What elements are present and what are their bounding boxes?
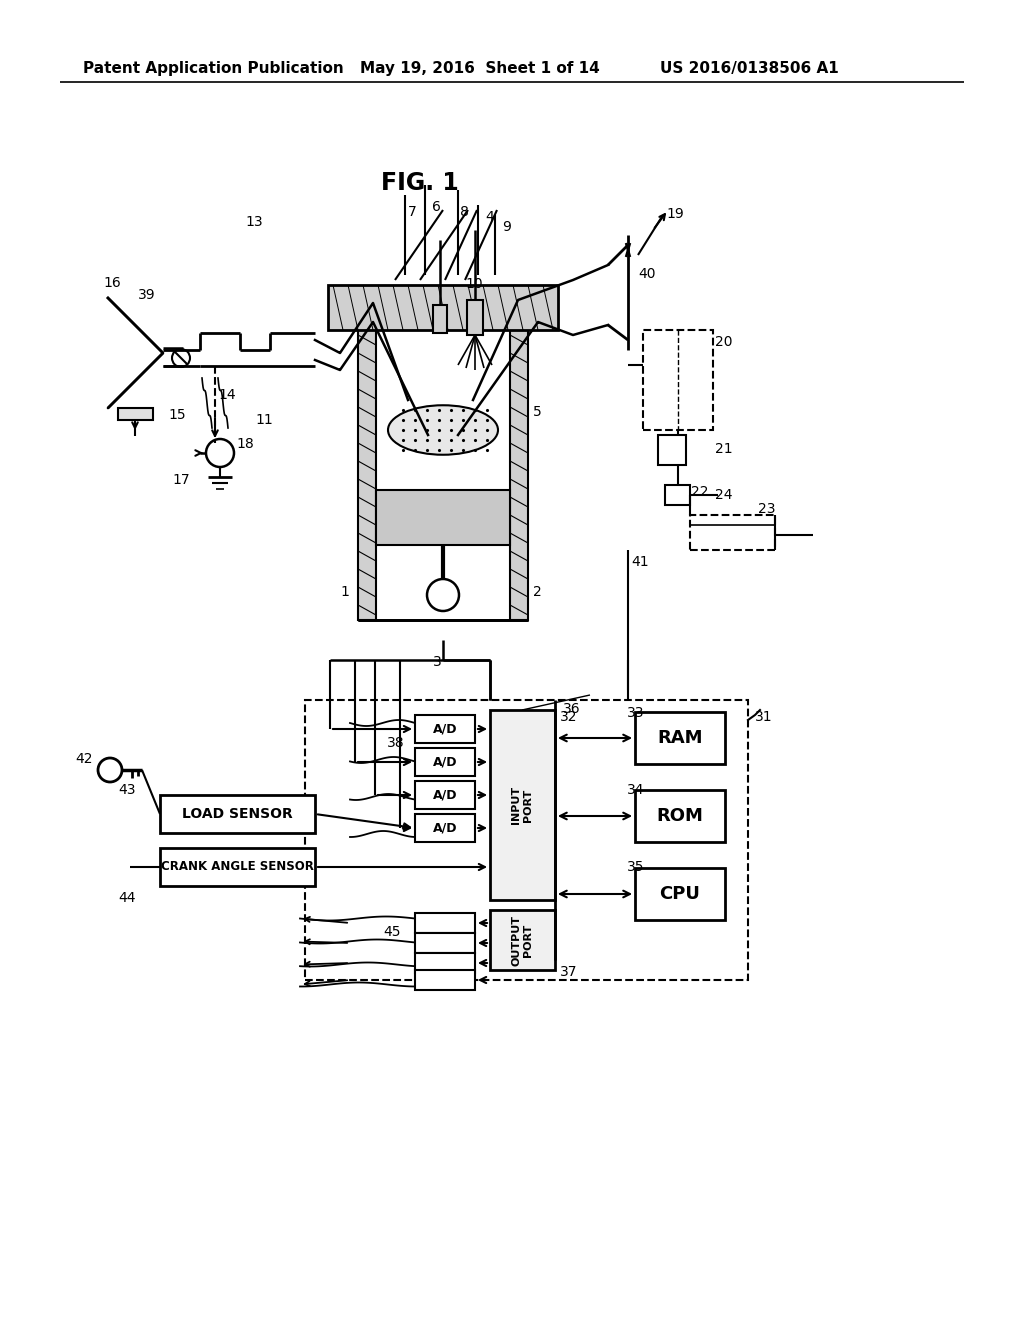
Bar xyxy=(415,970,475,990)
Text: 44: 44 xyxy=(118,891,135,906)
Text: 7: 7 xyxy=(408,205,417,219)
Text: LOAD SENSOR: LOAD SENSOR xyxy=(181,807,293,821)
Bar xyxy=(415,715,475,743)
Text: Patent Application Publication: Patent Application Publication xyxy=(83,61,344,75)
Text: 43: 43 xyxy=(118,783,135,797)
Text: A/D: A/D xyxy=(433,755,458,768)
Text: 8: 8 xyxy=(460,205,469,219)
Bar xyxy=(118,408,153,420)
Text: 40: 40 xyxy=(638,267,655,281)
Bar xyxy=(160,847,315,886)
Text: 2: 2 xyxy=(534,585,542,599)
Bar xyxy=(415,781,475,809)
Text: CPU: CPU xyxy=(659,884,700,903)
Text: A/D: A/D xyxy=(433,722,458,735)
Text: 11: 11 xyxy=(255,413,272,426)
Text: 37: 37 xyxy=(560,965,578,979)
Bar xyxy=(358,330,376,620)
Bar xyxy=(415,913,475,933)
Text: 39: 39 xyxy=(138,288,156,302)
Bar xyxy=(643,330,713,430)
Text: 16: 16 xyxy=(103,276,121,290)
Text: 31: 31 xyxy=(755,710,773,723)
Bar xyxy=(490,710,555,900)
Text: 22: 22 xyxy=(691,484,709,499)
Text: 13: 13 xyxy=(245,215,262,228)
Circle shape xyxy=(427,579,459,611)
Text: 19: 19 xyxy=(666,207,684,220)
Text: 23: 23 xyxy=(758,502,775,516)
Text: 21: 21 xyxy=(715,442,732,455)
Text: 45: 45 xyxy=(383,925,400,939)
Bar xyxy=(415,748,475,776)
Text: 15: 15 xyxy=(168,408,185,422)
Text: FIG. 1: FIG. 1 xyxy=(381,172,459,195)
Text: 35: 35 xyxy=(627,861,644,874)
Bar xyxy=(415,933,475,953)
Text: 14: 14 xyxy=(218,388,236,403)
Bar xyxy=(635,869,725,920)
Bar xyxy=(305,700,748,979)
Text: 5: 5 xyxy=(534,405,542,418)
Text: 9: 9 xyxy=(502,220,511,234)
Text: INPUT
PORT: INPUT PORT xyxy=(511,785,532,824)
Bar xyxy=(376,490,510,545)
Text: RAM: RAM xyxy=(657,729,702,747)
Text: 38: 38 xyxy=(387,737,404,750)
Text: 34: 34 xyxy=(627,783,644,797)
Text: A/D: A/D xyxy=(433,821,458,834)
Text: 24: 24 xyxy=(715,488,732,502)
Bar xyxy=(328,285,558,330)
Text: 18: 18 xyxy=(236,437,254,451)
Text: 1: 1 xyxy=(340,585,349,599)
Text: 10: 10 xyxy=(465,277,482,290)
Bar xyxy=(635,711,725,764)
Bar xyxy=(510,330,528,620)
Text: A/D: A/D xyxy=(433,788,458,801)
Text: 41: 41 xyxy=(631,554,648,569)
Bar xyxy=(658,436,686,465)
Text: 20: 20 xyxy=(715,335,732,348)
Bar xyxy=(635,789,725,842)
Text: 32: 32 xyxy=(560,710,578,723)
Bar xyxy=(160,795,315,833)
Text: 17: 17 xyxy=(172,473,189,487)
Ellipse shape xyxy=(388,405,498,455)
Bar xyxy=(690,515,775,550)
Text: 3: 3 xyxy=(433,655,441,669)
Bar xyxy=(433,305,447,333)
Text: May 19, 2016  Sheet 1 of 14: May 19, 2016 Sheet 1 of 14 xyxy=(360,61,600,75)
Text: US 2016/0138506 A1: US 2016/0138506 A1 xyxy=(660,61,839,75)
Text: 4: 4 xyxy=(485,210,494,224)
Text: 6: 6 xyxy=(432,201,441,214)
Text: 36: 36 xyxy=(563,702,581,715)
Bar xyxy=(467,300,483,335)
Text: ROM: ROM xyxy=(656,807,703,825)
Bar xyxy=(415,814,475,842)
Bar xyxy=(665,484,690,506)
Bar xyxy=(490,909,555,970)
Text: 33: 33 xyxy=(627,706,644,719)
Bar xyxy=(415,953,475,973)
Text: 42: 42 xyxy=(75,752,92,766)
Text: CRANK ANGLE SENSOR: CRANK ANGLE SENSOR xyxy=(161,861,313,874)
Text: OUTPUT
PORT: OUTPUT PORT xyxy=(511,915,532,965)
